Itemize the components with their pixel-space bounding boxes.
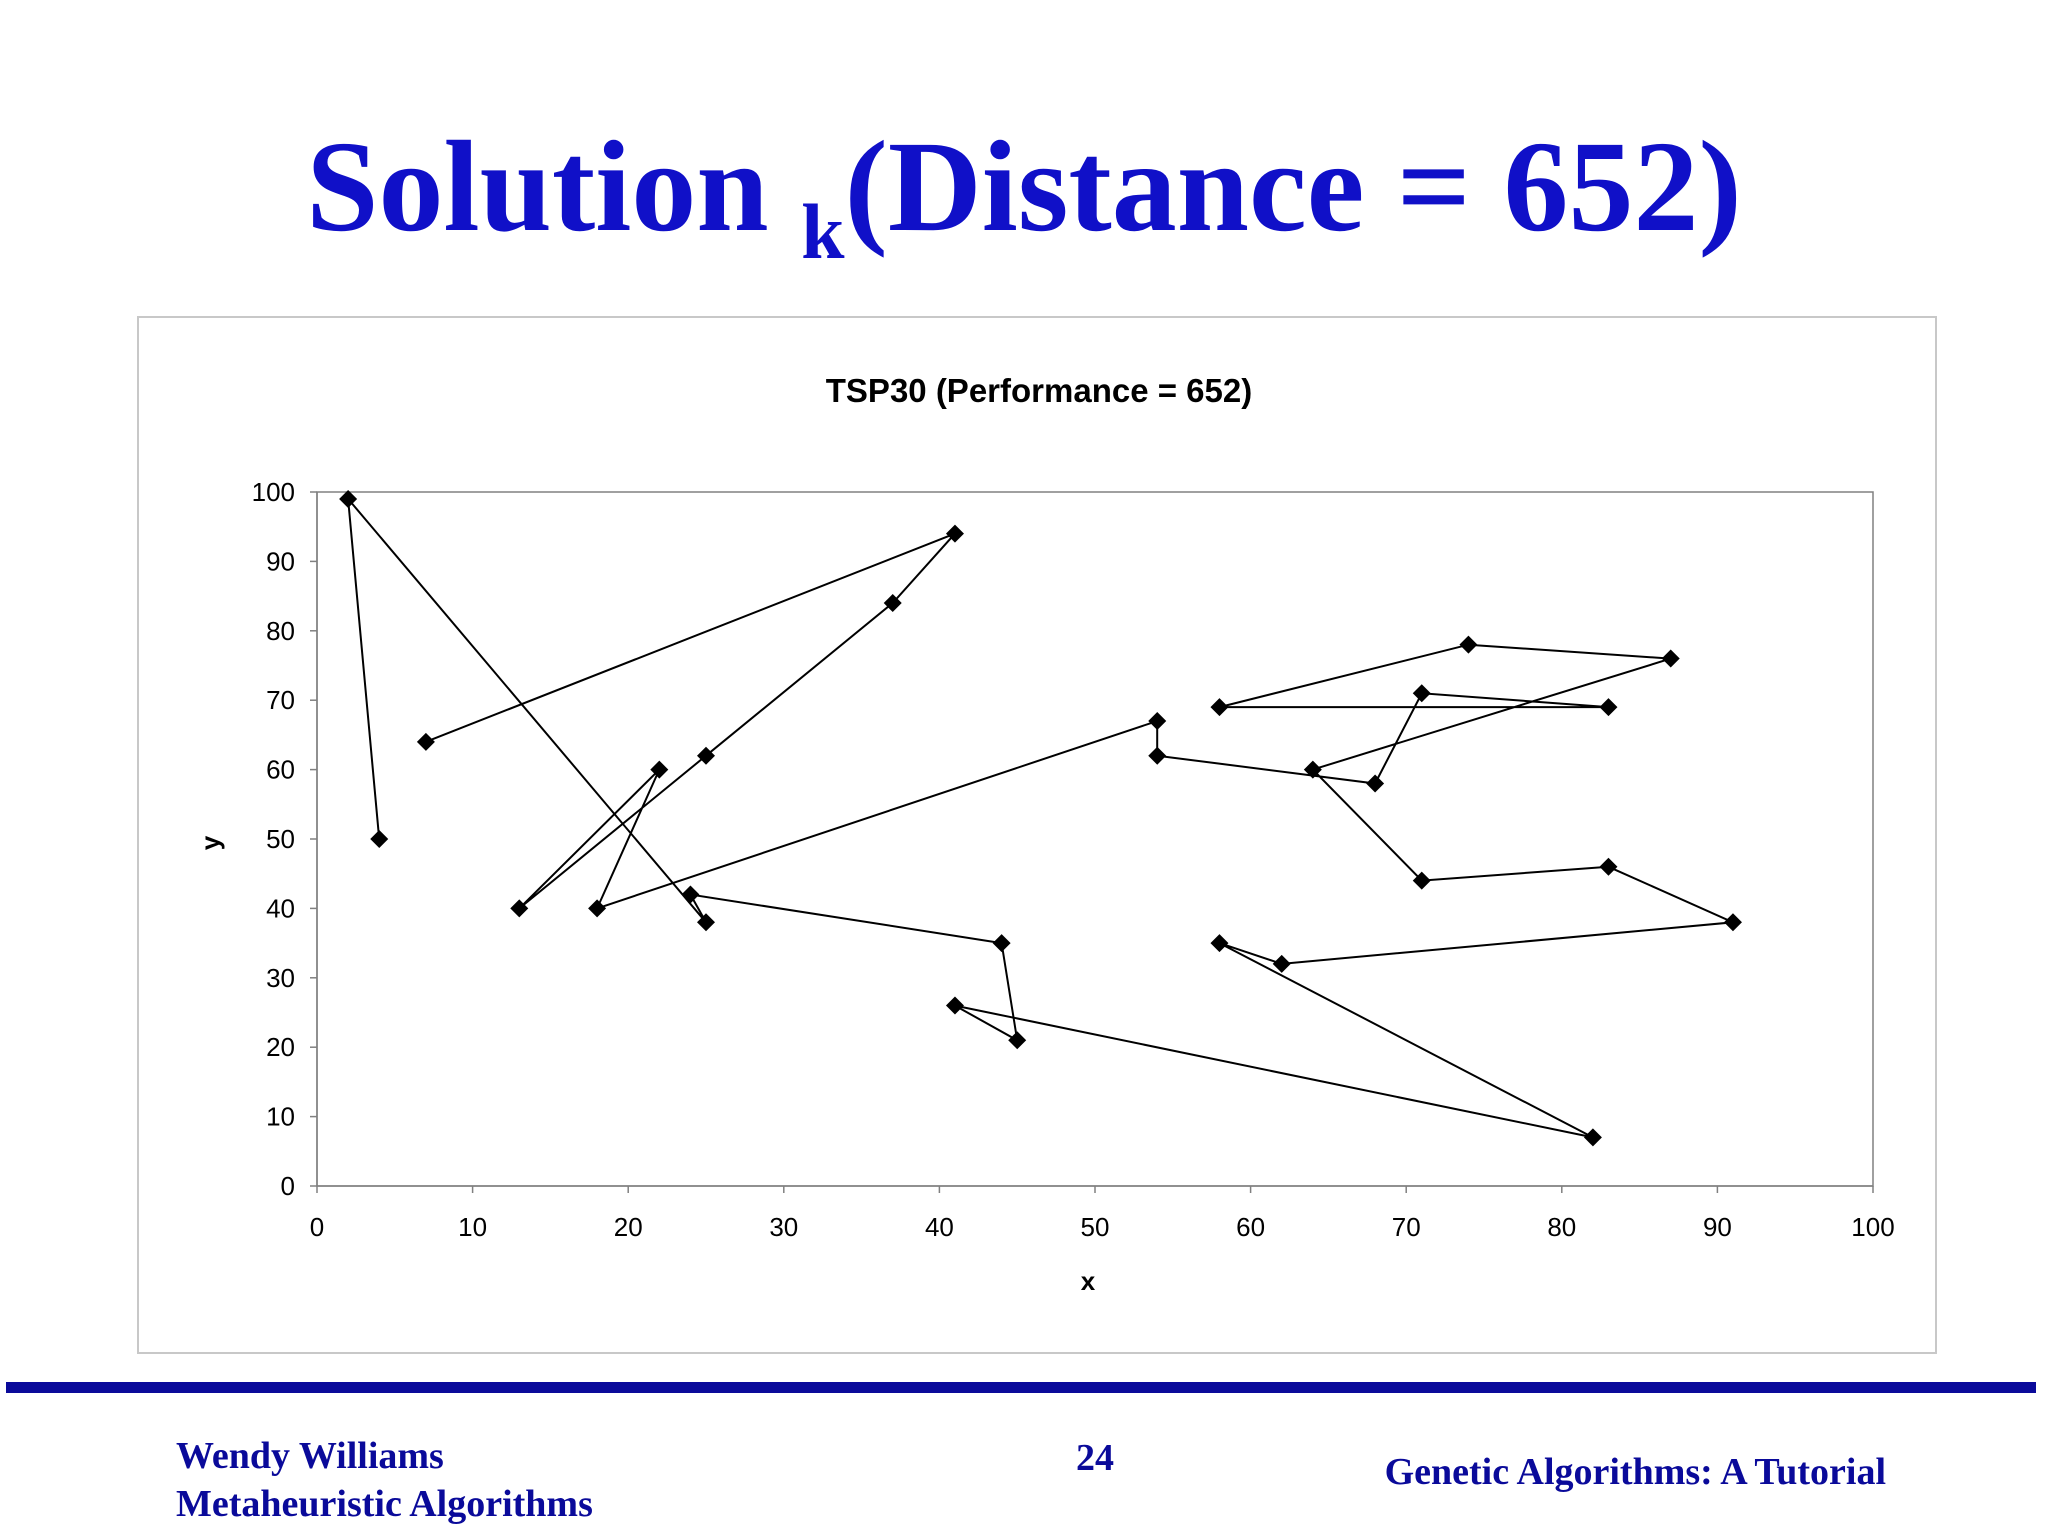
city-point bbox=[1412, 871, 1431, 890]
y-tick-label: 30 bbox=[266, 963, 295, 993]
city-point bbox=[945, 996, 964, 1015]
footer-rule bbox=[6, 1382, 2036, 1393]
y-tick-label: 80 bbox=[266, 616, 295, 646]
y-tick-label: 40 bbox=[266, 893, 295, 923]
city-point bbox=[1583, 1128, 1602, 1147]
y-axis-label: y bbox=[195, 835, 225, 850]
city-point bbox=[1008, 1031, 1027, 1050]
y-tick-label: 90 bbox=[266, 546, 295, 576]
city-point bbox=[1366, 774, 1385, 793]
x-tick-label: 90 bbox=[1703, 1212, 1732, 1242]
city-point bbox=[1723, 913, 1742, 932]
city-point bbox=[1272, 954, 1291, 973]
y-tick-label: 0 bbox=[281, 1171, 295, 1201]
x-tick-label: 0 bbox=[310, 1212, 324, 1242]
y-tick-label: 60 bbox=[266, 755, 295, 785]
city-point bbox=[416, 732, 435, 751]
plot-border bbox=[316, 491, 1874, 1187]
slide-title-main: Solution bbox=[306, 115, 802, 259]
y-tick-label: 70 bbox=[266, 685, 295, 715]
footer-author-subtitle: Metaheuristic Algorithms bbox=[176, 1483, 593, 1525]
slide-title: Solution k(Distance = 652) bbox=[0, 122, 2048, 271]
city-point bbox=[370, 830, 389, 848]
slide-title-subscript: k bbox=[801, 188, 845, 275]
city-point bbox=[681, 885, 700, 904]
x-tick-label: 40 bbox=[925, 1212, 954, 1242]
footer-author: Wendy Williams Metaheuristic Algorithms bbox=[176, 1432, 593, 1528]
x-tick-label: 100 bbox=[1851, 1212, 1894, 1242]
city-point bbox=[1303, 760, 1322, 779]
x-tick-label: 20 bbox=[614, 1212, 643, 1242]
city-point bbox=[1148, 746, 1167, 765]
city-point bbox=[992, 934, 1011, 953]
footer-course-title: Genetic Algorithms: A Tutorial bbox=[1384, 1451, 1886, 1493]
chart-frame: TSP30 (Performance = 652) 0 10 20 30 40 50 60 7… bbox=[137, 316, 1937, 1354]
city-point bbox=[945, 524, 964, 543]
page-number: 24 bbox=[1076, 1437, 1114, 1479]
city-point bbox=[1148, 712, 1167, 731]
y-tick-label: 20 bbox=[266, 1032, 295, 1062]
city-point bbox=[1661, 649, 1680, 668]
x-tick-label: 50 bbox=[1081, 1212, 1110, 1242]
city-point bbox=[1412, 684, 1431, 703]
city-point bbox=[588, 899, 607, 918]
y-tick-label: 100 bbox=[252, 477, 295, 507]
city-point bbox=[650, 760, 669, 779]
x-tick-label: 70 bbox=[1392, 1212, 1421, 1242]
y-tick-label: 50 bbox=[266, 824, 295, 854]
city-point bbox=[697, 913, 715, 932]
city-point bbox=[697, 746, 715, 765]
tsp-chart: TSP30 (Performance = 652) 0 10 20 30 40 50 60 7… bbox=[195, 372, 1895, 1296]
city-point bbox=[1210, 698, 1229, 717]
tour-path-line bbox=[346, 495, 1737, 1139]
x-tick-label: 60 bbox=[1236, 1212, 1265, 1242]
footer-author-name: Wendy Williams bbox=[176, 1435, 444, 1477]
city-point bbox=[883, 594, 902, 613]
x-axis-label: x bbox=[1081, 1266, 1096, 1296]
city-point bbox=[510, 899, 529, 918]
x-tick-label: 80 bbox=[1547, 1212, 1576, 1242]
plot-area: 0 10 20 30 40 50 60 70 80 90 100 0 10 20 30 40 50 60 70 80 9… bbox=[252, 477, 1895, 1242]
city-point bbox=[1210, 934, 1229, 953]
slide-title-rest: (Distance = 652) bbox=[844, 115, 1742, 259]
y-tick-label: 10 bbox=[266, 1102, 295, 1132]
city-point bbox=[1599, 698, 1618, 717]
x-tick-label: 10 bbox=[458, 1212, 487, 1242]
city-point bbox=[1459, 635, 1478, 654]
x-tick-label: 30 bbox=[769, 1212, 798, 1242]
chart-title: TSP30 (Performance = 652) bbox=[826, 372, 1252, 409]
city-point bbox=[1599, 857, 1618, 876]
city-point bbox=[339, 489, 358, 508]
